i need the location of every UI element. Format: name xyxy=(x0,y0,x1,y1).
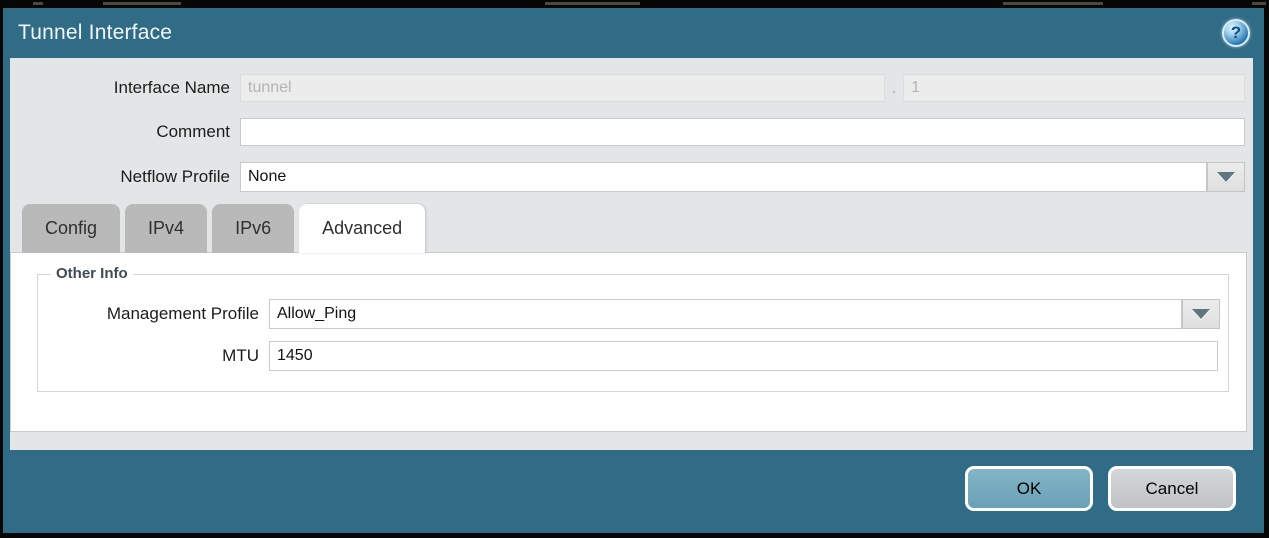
management-profile-dropdown-button[interactable] xyxy=(1182,299,1220,329)
interface-unit-input xyxy=(903,74,1245,102)
dialog-title-bar: Tunnel Interface ? xyxy=(3,8,1264,58)
comment-row: Comment xyxy=(10,118,1253,146)
advanced-tab-panel: Other Info Management Profile MTU xyxy=(10,252,1247,432)
background-artifact xyxy=(545,2,640,5)
background-artifact xyxy=(103,2,181,5)
tab-ipv6[interactable]: IPv6 xyxy=(212,204,295,253)
tab-ipv4[interactable]: IPv4 xyxy=(125,204,208,253)
background-artifact xyxy=(1252,2,1266,5)
other-info-fieldset: Other Info Management Profile MTU xyxy=(37,265,1229,392)
interface-name-label: Interface Name xyxy=(113,78,230,97)
netflow-profile-input[interactable] xyxy=(240,162,1207,192)
netflow-profile-label: Netflow Profile xyxy=(120,167,230,186)
interface-name-row: Interface Name . xyxy=(10,74,1253,102)
cancel-button[interactable]: Cancel xyxy=(1108,466,1236,511)
comment-input[interactable] xyxy=(240,118,1245,146)
background-artifact xyxy=(33,2,43,5)
management-profile-label: Management Profile xyxy=(106,304,259,323)
dialog-body: Interface Name . Comment Netflow Profile xyxy=(10,58,1253,450)
chevron-down-icon xyxy=(1217,172,1235,182)
other-info-legend: Other Info xyxy=(51,265,133,282)
tab-bar: Config IPv4 IPv6 Advanced xyxy=(22,204,1253,253)
tab-advanced[interactable]: Advanced xyxy=(299,204,426,253)
mtu-label: MTU xyxy=(222,346,259,365)
tunnel-interface-dialog: Tunnel Interface ? Interface Name . Comm… xyxy=(3,8,1264,533)
tab-config[interactable]: Config xyxy=(22,204,121,253)
comment-label: Comment xyxy=(156,122,230,141)
dialog-footer: OK Cancel xyxy=(3,450,1264,533)
mtu-input[interactable] xyxy=(269,341,1218,371)
chevron-down-icon xyxy=(1192,309,1210,319)
management-profile-input[interactable] xyxy=(269,299,1182,329)
netflow-profile-row: Netflow Profile xyxy=(10,162,1253,192)
interface-name-separator: . xyxy=(892,79,897,97)
mtu-row: MTU xyxy=(38,341,1228,371)
management-profile-row: Management Profile xyxy=(38,299,1228,329)
help-icon[interactable]: ? xyxy=(1222,19,1250,47)
netflow-profile-dropdown-button[interactable] xyxy=(1207,162,1245,192)
interface-name-input xyxy=(240,74,885,102)
background-artifact xyxy=(1003,2,1103,5)
ok-button[interactable]: OK xyxy=(965,466,1093,511)
dialog-title: Tunnel Interface xyxy=(18,21,173,44)
